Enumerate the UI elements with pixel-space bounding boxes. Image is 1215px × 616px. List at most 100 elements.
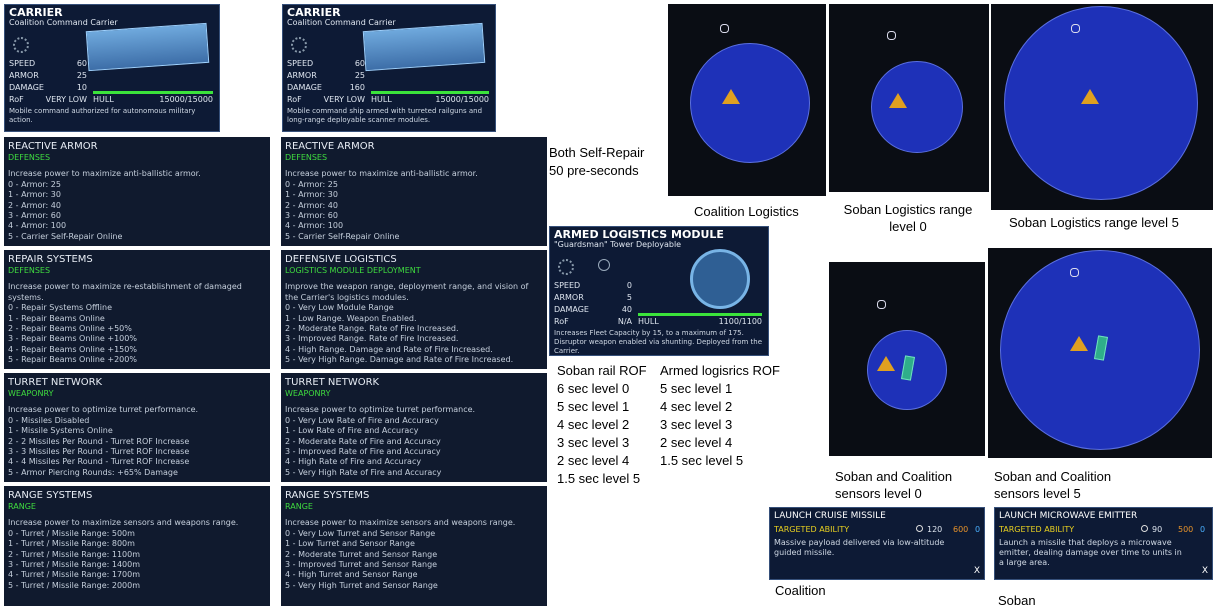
stat-value: 10	[76, 83, 87, 92]
upgrade-level: 3 - Armor: 60	[285, 211, 338, 221]
rof-item: 1.5 sec level 5	[557, 471, 641, 486]
rof-value: VERY LOW	[45, 95, 87, 104]
ability-type: TARGETED ABILITY	[774, 525, 850, 534]
stat-label: ARMOR	[554, 293, 584, 302]
waypoint-icon	[1070, 268, 1079, 277]
upgrade-level: 3 - 3 Missiles Per Round - Turret ROF In…	[8, 447, 190, 457]
panel-category: RANGE	[8, 502, 36, 511]
upgrade-level: 2 - 2 Missiles Per Round - Turret ROF In…	[8, 436, 190, 446]
minimap	[988, 248, 1212, 458]
upgrade-panel: TURRET NETWORK WEAPONRY Increase power to …	[281, 373, 547, 482]
hull-bar	[93, 91, 213, 94]
upgrade-level: 4 - High Range. Damage and Rate of Fire …	[285, 344, 493, 354]
panel-title: REACTIVE ARMOR	[285, 141, 375, 152]
rof-item: 5 sec level 1	[557, 399, 630, 414]
upgrade-level: 2 - Armor: 40	[285, 200, 338, 210]
ability-energy: 0	[1200, 525, 1206, 534]
hull-label: HULL	[93, 95, 114, 104]
upgrade-level: 0 - Turret / Missile Range: 500m	[8, 528, 135, 538]
card-subtitle: "Guardsman" Tower Deployable	[554, 240, 682, 249]
upgrade-level: 2 - Turret / Missile Range: 1100m	[8, 549, 141, 559]
ability-title: LAUNCH MICROWAVE EMITTER	[999, 511, 1138, 521]
panel-description: Increase power to maximize re-establishm…	[8, 282, 242, 302]
map-caption: Soban Logistics range level 5	[1009, 215, 1179, 230]
rof-item: 4 sec level 2	[660, 399, 733, 414]
upgrade-panel: REPAIR SYSTEMS DEFENSES Increase power to …	[4, 250, 270, 369]
panel-description: Increase power to maximize anti-ballisti…	[8, 169, 201, 179]
ability-caption: Soban	[998, 593, 1036, 608]
rof-title: Soban rail ROF	[557, 363, 647, 378]
panel-category: LOGISTICS MODULE DEPLOYMENT	[285, 266, 421, 275]
close-button[interactable]: X	[973, 566, 980, 576]
cooldown-icon	[916, 525, 923, 532]
stat-label: SPEED	[287, 59, 314, 68]
ability-cooldown: 90	[1152, 525, 1163, 534]
card-description: Increases Fleet Capacity by 15, to a max…	[554, 329, 763, 355]
panel-title: TURRET NETWORK	[285, 377, 380, 388]
upgrade-panel: REACTIVE ARMOR DEFENSES Increase power to …	[4, 137, 270, 246]
stat-value: 25	[354, 71, 365, 80]
ability-card: LAUNCH CRUISE MISSILE TARGETED ABILITY 120…	[769, 507, 985, 580]
panel-description: Increase power to maximize sensors and w…	[285, 518, 516, 528]
upgrade-level: 1 - Turret / Missile Range: 800m	[8, 539, 135, 549]
hull-bar	[371, 91, 489, 94]
map-caption: Soban and Coalition sensors level 5	[994, 469, 1112, 501]
panel-title: RANGE SYSTEMS	[8, 490, 93, 501]
hull-value: 1100/1100	[718, 317, 762, 326]
hull-label: HULL	[638, 317, 659, 326]
stat-label: ARMOR	[287, 71, 317, 80]
ability-caption: Coalition	[775, 583, 826, 598]
panel-description: Increase power to maximize sensors and w…	[8, 518, 239, 528]
map-caption: Soban and Coalition sensors level 0	[835, 469, 953, 501]
upgrade-level: 1 - Armor: 30	[8, 190, 61, 200]
stat-value: 5	[626, 293, 632, 302]
stat-label: DAMAGE	[9, 83, 44, 92]
minimap	[829, 4, 989, 192]
panel-title: REPAIR SYSTEMS	[8, 254, 93, 265]
rof-label: RoF	[554, 317, 569, 326]
waypoint-icon	[877, 300, 886, 309]
hull-label: HULL	[371, 95, 392, 104]
ability-energy: 0	[975, 525, 981, 534]
upgrade-level: 4 - 4 Missiles Per Round - Turret ROF In…	[8, 457, 190, 467]
upgrade-level: 5 - Very High Turret and Sensor Range	[285, 580, 438, 590]
upgrade-panel: REACTIVE ARMOR DEFENSES Increase power to …	[281, 137, 547, 246]
upgrade-level: 3 - Armor: 60	[8, 211, 61, 221]
waypoint-icon	[887, 31, 896, 40]
rof-label: RoF	[287, 95, 302, 104]
upgrade-level: 2 - Moderate Range. Rate of Fire Increas…	[285, 324, 459, 334]
upgrade-level: 3 - Improved Range. Rate of Fire Increas…	[285, 334, 459, 344]
upgrade-level: 5 - Very High Rate of Fire and Accuracy	[285, 467, 442, 477]
minimap	[668, 4, 826, 196]
panel-description: Increase power to optimize turret perfor…	[8, 405, 199, 415]
upgrade-level: 3 - Turret / Missile Range: 1400m	[8, 560, 141, 570]
hull-bar	[638, 313, 762, 316]
unit-card: CARRIER Coalition Command Carrier SPEED 60 A…	[282, 4, 496, 132]
panel-category: DEFENSES	[285, 153, 328, 162]
upgrade-level: 5 - Very High Range. Damage and Rate of …	[285, 355, 514, 365]
emblem	[558, 259, 574, 275]
upgrade-level: 0 - Very Low Rate of Fire and Accuracy	[285, 415, 439, 425]
rof-item: 3 sec level 3	[660, 417, 733, 432]
unit-marker	[877, 356, 895, 371]
panel-title: TURRET NETWORK	[8, 377, 103, 388]
emblem	[13, 37, 29, 53]
ability-type: TARGETED ABILITY	[999, 525, 1075, 534]
upgrade-level: 0 - Repair Systems Offline	[8, 303, 113, 313]
upgrade-level: 3 - Improved Rate of Fire and Accuracy	[285, 447, 441, 457]
card-title: ARMED LOGISTICS MODULE	[554, 228, 724, 241]
upgrade-level: 0 - Very Low Module Range	[285, 303, 394, 313]
stat-label: ARMOR	[9, 71, 39, 80]
stat-label: DAMAGE	[554, 305, 589, 314]
rof-title: Armed logisrics ROF	[660, 363, 780, 378]
close-button[interactable]: X	[1201, 566, 1208, 576]
stat-value: 25	[76, 71, 87, 80]
unit-marker	[889, 93, 907, 108]
upgrade-level: 5 - Turret / Missile Range: 2000m	[8, 580, 141, 590]
panel-category: DEFENSES	[8, 153, 51, 162]
upgrade-level: 0 - Armor: 25	[8, 179, 61, 189]
unit-card: CARRIER Coalition Command Carrier SPEED 60 A…	[4, 4, 220, 132]
upgrade-level: 2 - Repair Beams Online +50%	[8, 324, 132, 334]
ability-cost: 600	[953, 525, 969, 534]
upgrade-level: 1 - Repair Beams Online	[8, 313, 105, 323]
